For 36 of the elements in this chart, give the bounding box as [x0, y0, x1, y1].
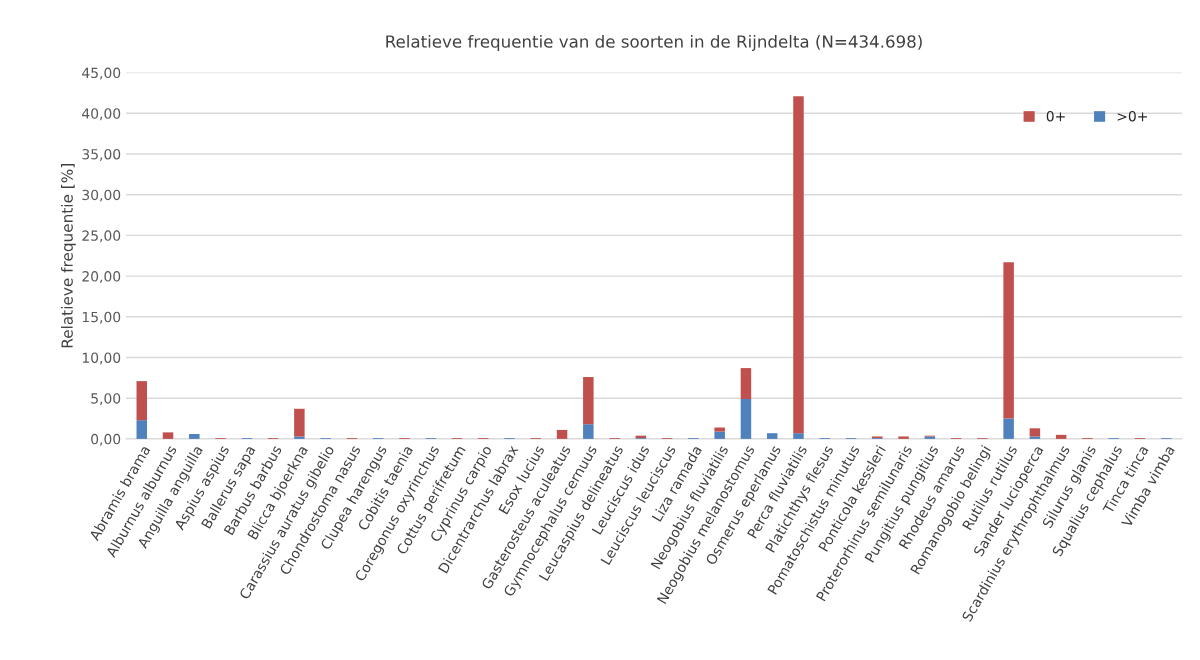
legend-label: >0+ [1117, 110, 1147, 122]
bar [1029, 436, 1041, 439]
y-tick-label: 25,00 [82, 230, 121, 243]
bar [740, 399, 752, 439]
y-tick-label: 0,00 [91, 433, 121, 446]
bar [189, 434, 200, 439]
y-tick-label: 10,00 [82, 352, 121, 365]
y-tick-label: 30,00 [82, 189, 121, 202]
bar [714, 427, 725, 432]
y-tick-label: 20,00 [82, 271, 121, 283]
y-tick-label: 40,00 [82, 108, 121, 121]
bar [136, 381, 148, 421]
bar [583, 377, 594, 425]
bar [1003, 418, 1014, 439]
bar [1029, 428, 1041, 437]
bar [583, 424, 594, 439]
chart-title: Relatieve frequentie van de soorten in de Rijndelta (N=434.698) [386, 34, 922, 52]
bar [793, 433, 804, 439]
bar [1055, 434, 1067, 439]
y-axis-title: Relatieve frequentie [%] [61, 164, 76, 348]
y-tick-label: 15,00 [82, 311, 121, 324]
bar [294, 408, 305, 437]
y-tick-label: 35,00 [82, 148, 121, 161]
y-tick-label: 45,00 [82, 67, 121, 80]
bar [898, 436, 909, 439]
bar [162, 432, 174, 439]
y-tick-label: 5,00 [91, 393, 121, 406]
bar [714, 431, 725, 439]
legend-label: 0+ [1046, 110, 1065, 122]
bar [740, 368, 752, 400]
bar [136, 420, 148, 439]
bar [556, 429, 568, 439]
bar [294, 436, 305, 439]
bar [1003, 262, 1014, 419]
bar [766, 433, 778, 439]
bar [793, 96, 804, 434]
